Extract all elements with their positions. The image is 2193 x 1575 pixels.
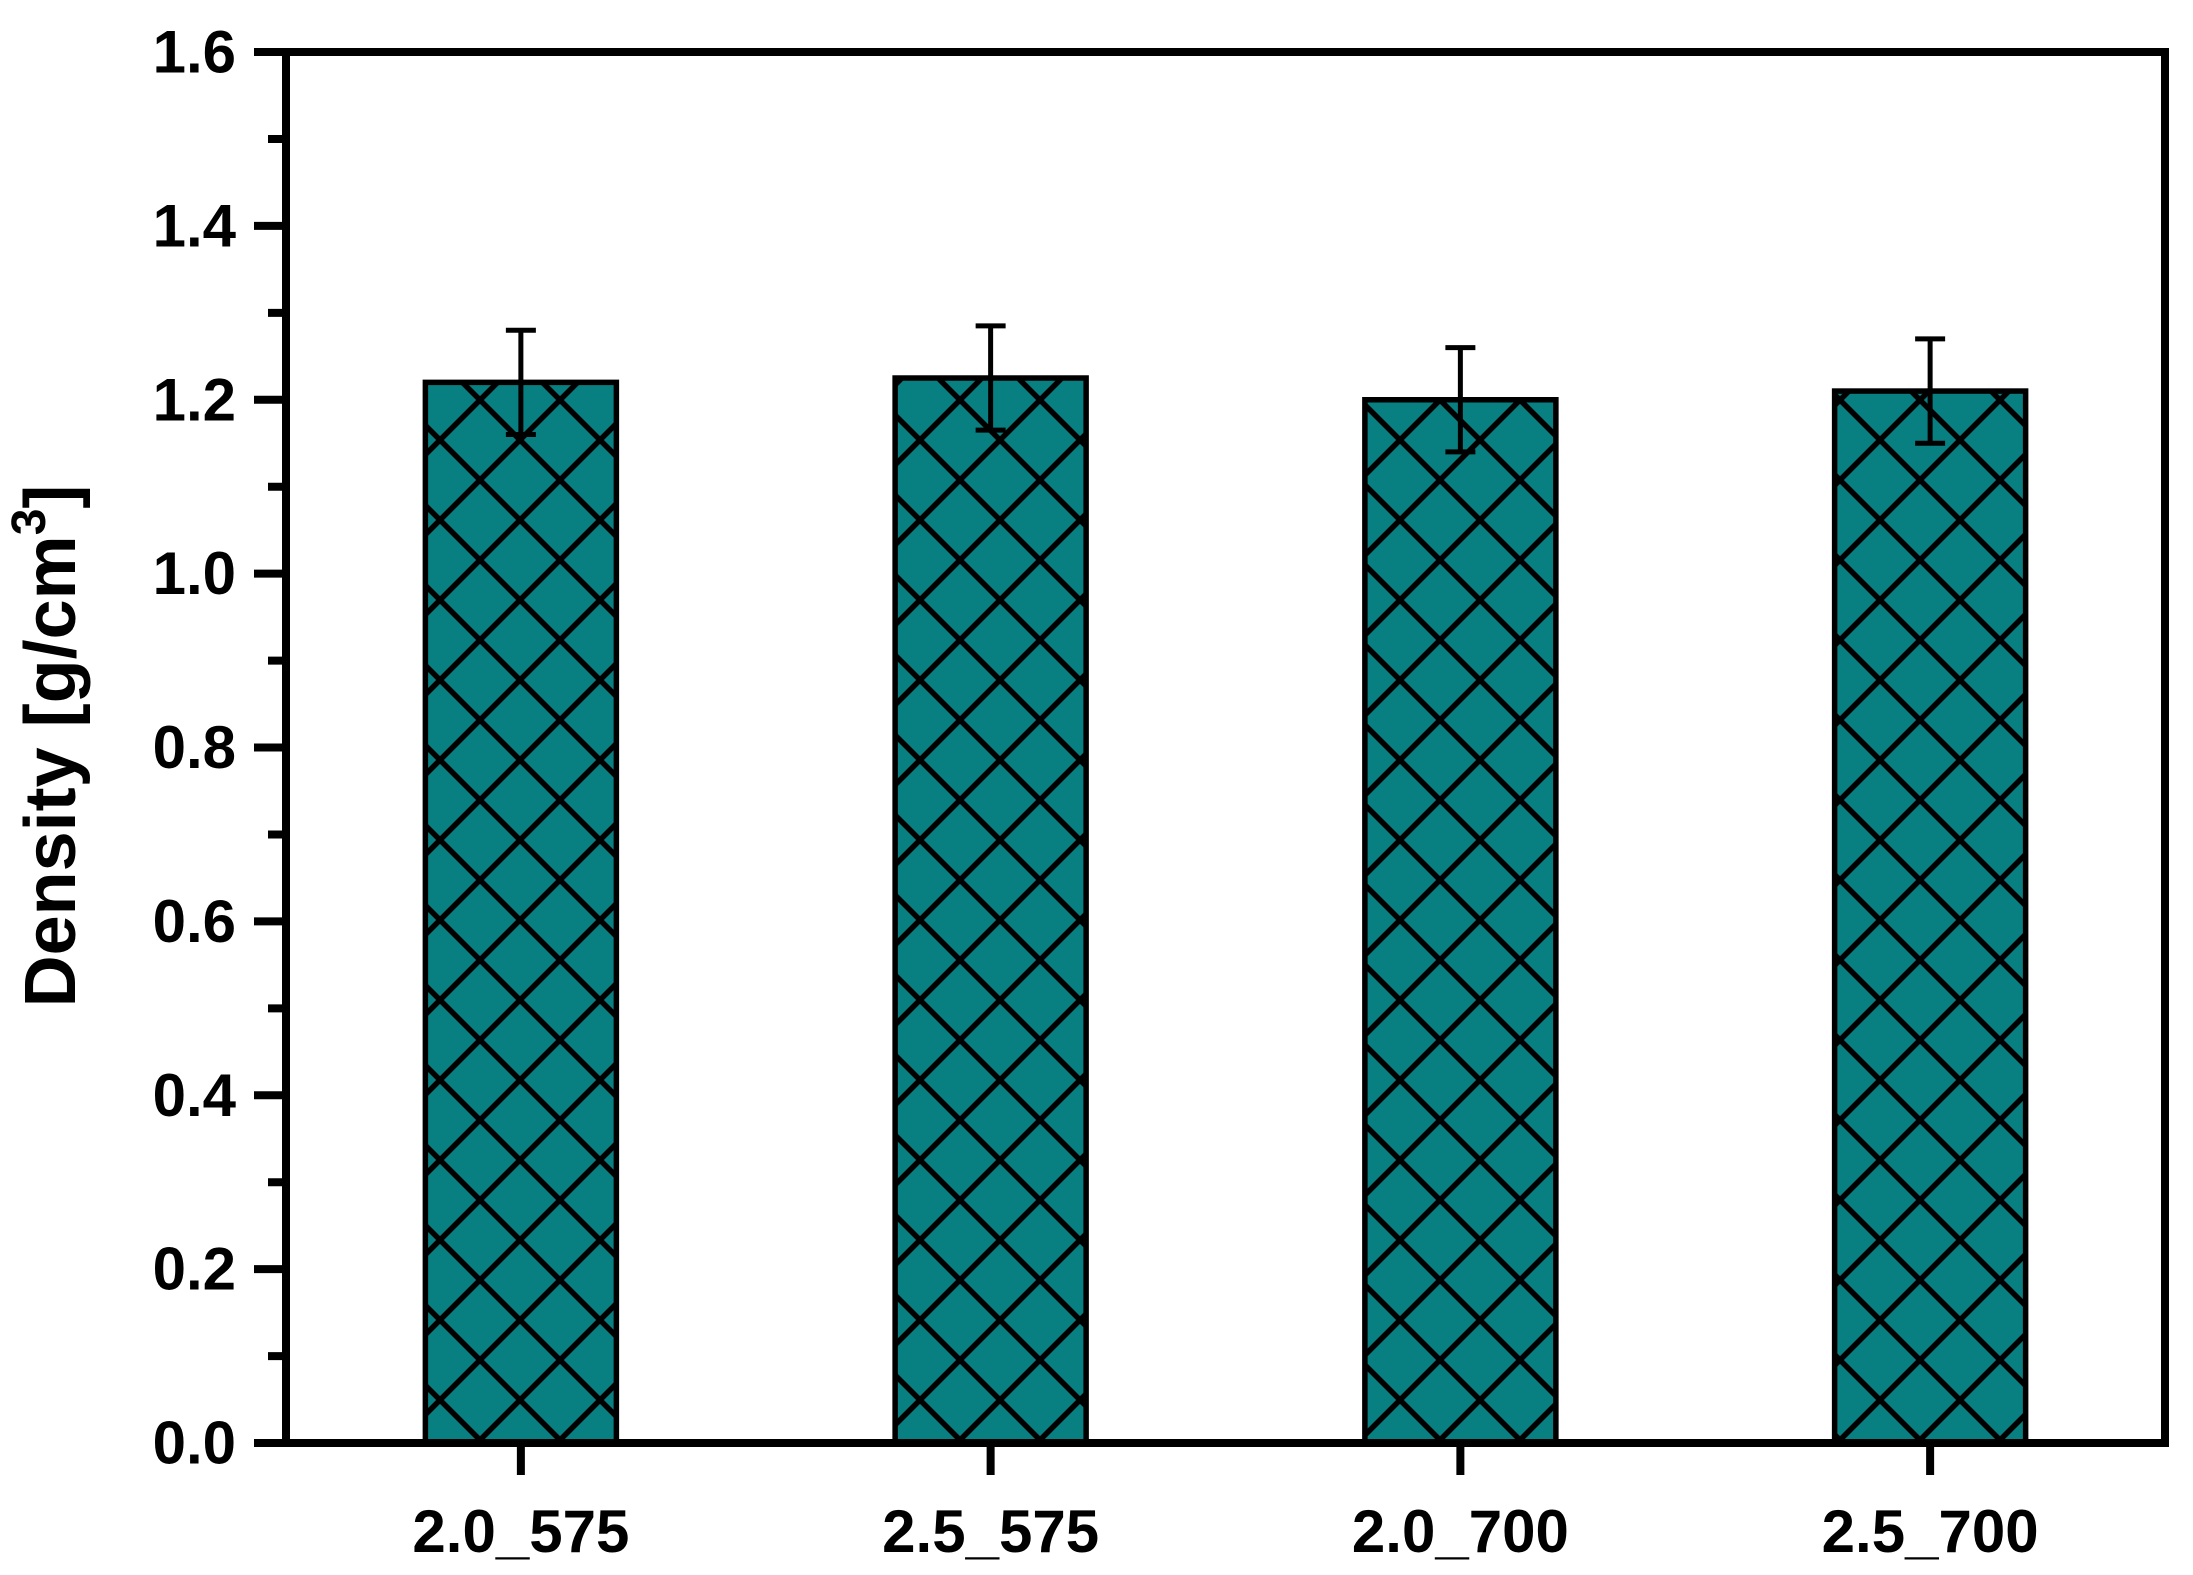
bar-2.0_700 (1362, 397, 1559, 1446)
x-tick-label-2.0_575: 2.0_575 (412, 1498, 629, 1565)
error-bars-group (505, 323, 1946, 455)
bar-2.5_575 (892, 375, 1089, 1446)
y-tick-label-0.6: 0.6 (153, 888, 236, 955)
bar-2.0_575 (422, 379, 620, 1446)
bar-2.5_700 (1831, 388, 2029, 1446)
y-tick-label-1.4: 1.4 (153, 192, 237, 259)
x-tick-label-2.5_700: 2.5_700 (1822, 1498, 2039, 1565)
bars-group (422, 375, 2029, 1446)
error-bar-2.5_575 (975, 323, 1006, 433)
error-bar-2.0_700 (1445, 345, 1476, 455)
x-tick-label-2.0_700: 2.0_700 (1352, 1498, 1569, 1565)
x-axis: 2.0_575 2.5_575 2.0_700 2.5_700 (412, 1443, 2039, 1565)
error-bar-2.0_575 (505, 327, 536, 438)
y-axis-title: Density [g/cm3] (3, 485, 91, 1008)
y-axis: 0.0 0.2 0.4 0.6 0.8 1.0 1.2 1.4 1.6 (153, 19, 286, 1477)
error-bar-2.5_700 (1915, 336, 1946, 446)
y-tick-label-0.2: 0.2 (153, 1236, 236, 1303)
y-tick-label-0.4: 0.4 (153, 1062, 237, 1129)
x-tick-label-2.5_575: 2.5_575 (882, 1498, 1099, 1565)
y-tick-label-0.8: 0.8 (153, 714, 236, 781)
y-tick-label-0.0: 0.0 (153, 1410, 236, 1477)
y-tick-label-1.0: 1.0 (153, 540, 236, 607)
y-tick-label-1.2: 1.2 (153, 366, 236, 433)
y-tick-label-1.6: 1.6 (153, 19, 236, 86)
